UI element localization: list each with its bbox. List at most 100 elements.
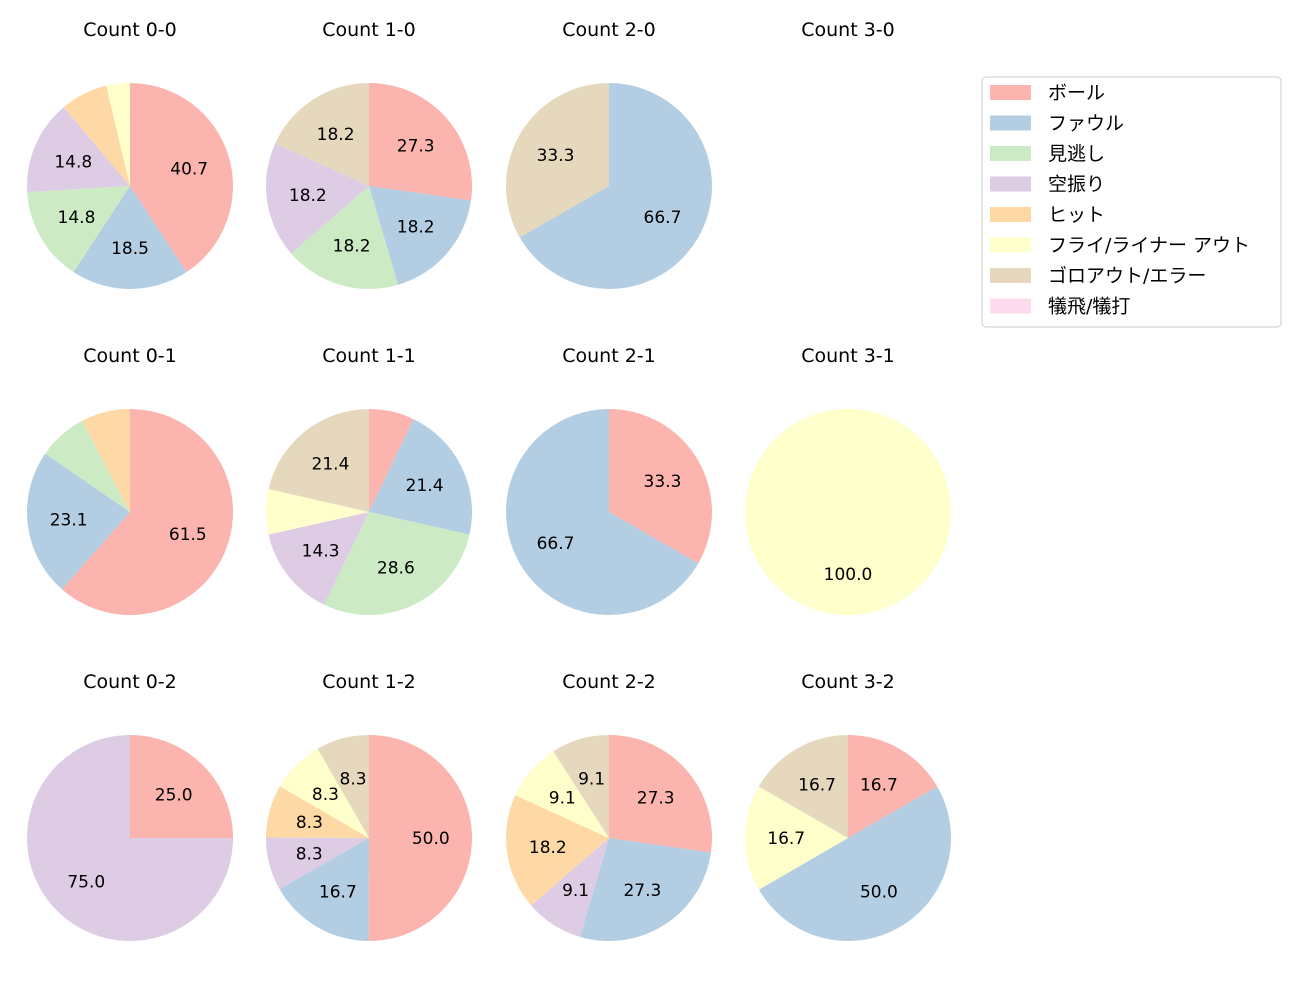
slice-label: 8.3: [312, 785, 339, 805]
legend-swatch: [990, 268, 1031, 283]
legend-label: ファウル: [1048, 113, 1124, 135]
slice-label: 61.5: [169, 525, 207, 545]
pie-count-0-2: Count 0-2 25.0 75.0: [27, 671, 233, 941]
legend-swatch: [990, 298, 1031, 314]
pie-title: Count 2-2: [562, 671, 656, 693]
pie-slice-ゴロアウト/エラー: [268, 409, 369, 512]
slice-label: 16.7: [767, 829, 805, 849]
pie-slice-ボール: [609, 409, 712, 564]
pie-count-0-0: Count 0-0 40.7 18.5 14.8 14.8: [26, 19, 233, 289]
pie-slice-空振り: [531, 838, 609, 937]
slice-label: 27.3: [637, 789, 675, 809]
slice-label: 40.7: [170, 159, 208, 179]
pie-title: Count 0-0: [83, 19, 177, 41]
slice-label: 9.1: [562, 881, 589, 901]
pie-slice-ゴロアウト/エラー: [553, 735, 609, 838]
slice-label: 21.4: [406, 476, 444, 496]
slice-label: 16.7: [860, 775, 898, 795]
legend-swatch: [990, 207, 1031, 222]
pie-slice-見逃し: [324, 512, 470, 615]
legend-swatch: [990, 85, 1031, 100]
pie-count-1-2: Count 1-250.016.78.38.38.38.3: [266, 671, 472, 941]
pie-slice-ヒット: [63, 85, 130, 186]
slice-label: 66.7: [537, 534, 575, 554]
pie-slice-ゴロアウト/エラー: [275, 83, 369, 186]
pie-slice-フライ/ライナー アウト: [744, 786, 848, 890]
legend-label: ヒット: [1048, 204, 1105, 226]
pie-slice-ファウル: [279, 838, 369, 941]
pie-slice-空振り: [27, 735, 233, 941]
pie-slice-ファウル: [506, 409, 699, 615]
slice-label: 14.3: [302, 541, 340, 561]
slice-label: 25.0: [155, 785, 193, 805]
slice-label: 27.3: [623, 881, 661, 901]
pie-slice-ファウル: [369, 186, 471, 285]
pie-slice-見逃し: [45, 420, 130, 512]
pie-count-0-1: Count 0-1 61.5 23.1: [27, 345, 234, 616]
pie-slice-フライ/ライナー アウト: [106, 83, 130, 186]
pie-slice-見逃し: [291, 186, 399, 290]
slice-label: 50.0: [412, 829, 450, 849]
slice-label: 28.6: [377, 559, 415, 579]
legend-swatch: [990, 146, 1031, 161]
pie-slice-空振り: [266, 837, 369, 889]
pie-count-2-1: Count 2-1 33.3 66.7: [506, 345, 712, 615]
slice-label: 18.2: [289, 186, 327, 206]
pie-slice-ファウル: [579, 838, 711, 941]
slice-label: 18.2: [333, 236, 371, 256]
pie-title: Count 2-1: [562, 345, 656, 367]
slice-label: 33.3: [644, 472, 682, 492]
slice-label: 18.5: [111, 239, 149, 259]
pie-title: Count 3-2: [801, 671, 895, 693]
pie-slice-フライ/ライナー アウト: [745, 409, 951, 615]
pie-slice-ボール: [61, 409, 234, 616]
slice-label: 18.2: [317, 125, 355, 145]
pie-count-2-2: Count 2-227.327.39.118.29.19.1: [505, 671, 712, 941]
pie-slice-ボール: [368, 735, 472, 941]
slice-label: 14.8: [54, 153, 92, 173]
pie-title: Count 3-1: [801, 345, 895, 367]
pie-title: Count 1-1: [322, 345, 416, 367]
slice-label: 100.0: [824, 565, 873, 585]
pie-slice-ヒット: [266, 786, 369, 838]
pie-count-3-1: Count 3-1 100.0: [745, 345, 951, 615]
slice-label: 66.7: [644, 208, 682, 228]
slice-label: 33.3: [537, 146, 575, 166]
slice-label: 8.3: [296, 813, 323, 833]
pie-title: Count 0-1: [83, 345, 177, 367]
pie-slice-ボール: [130, 735, 233, 838]
pie-slice-フライ/ライナー アウト: [279, 748, 369, 838]
pie-count-3-0: Count 3-0: [801, 19, 895, 41]
legend-swatch: [990, 176, 1031, 192]
pie-count-1-1: Count 1-1 21.4 28.6 14.3 21.4: [266, 345, 472, 615]
slice-label: 9.1: [549, 789, 576, 809]
pie-title: Count 2-0: [562, 19, 656, 41]
slice-label: 16.7: [319, 882, 357, 902]
legend-label: ゴロアウト/エラー: [1048, 265, 1206, 287]
slice-label: 16.7: [798, 775, 836, 795]
pie-slice-空振り: [268, 512, 369, 605]
pie-slice-ファウル: [369, 419, 472, 535]
slice-label: 18.2: [397, 217, 435, 237]
pie-slice-ゴロアウト/エラー: [317, 735, 369, 838]
pie-slice-ゴロアウト/エラー: [758, 735, 848, 838]
slice-label: 8.3: [296, 845, 323, 865]
pie-slice-ヒット: [82, 409, 130, 512]
pie-slice-ボール: [130, 83, 233, 273]
pie-slice-フライ/ライナー アウト: [515, 751, 609, 838]
pie-slice-ヒット: [505, 795, 609, 906]
pie-count-2-0: Count 2-0 66.7 33.3: [506, 19, 712, 289]
pie-count-1-0: Count 1-0 27.3 18.2 18.2 18.2 18.2: [266, 19, 472, 290]
pie-slice-ファウル: [758, 786, 952, 942]
slice-label: 27.3: [397, 137, 435, 157]
legend-swatch: [990, 237, 1031, 253]
pie-slice-ボール: [369, 83, 472, 201]
pie-title: Count 1-2: [322, 671, 416, 693]
pie-slice-ファウル: [27, 453, 131, 590]
legend-label: フライ/ライナー アウト: [1048, 235, 1250, 257]
legend-frame: [981, 76, 1282, 328]
pie-slice-ボール: [848, 735, 938, 838]
slice-label: 8.3: [340, 769, 367, 789]
pie-slice-フライ/ライナー アウト: [266, 489, 369, 535]
